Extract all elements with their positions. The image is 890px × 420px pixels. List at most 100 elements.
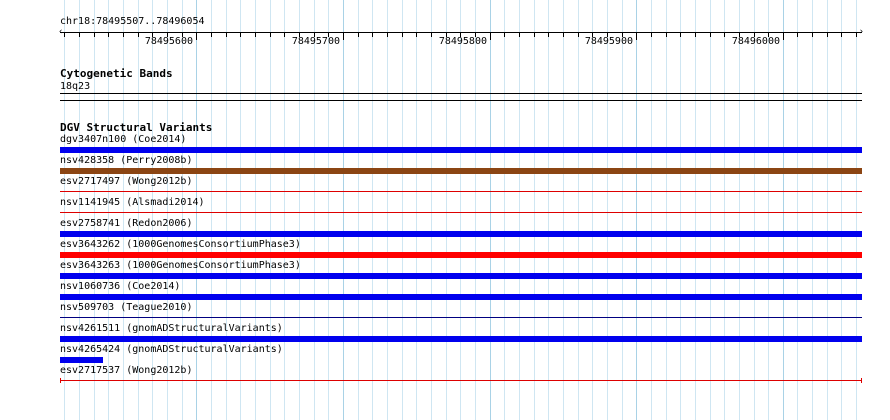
variant-bar [60,168,862,174]
ruler-tick [607,33,608,37]
grid-line [812,0,813,420]
grid-line [196,0,197,420]
grid-line [475,0,476,420]
variant-id: nsv4265424 [60,344,121,355]
grid-line [534,0,535,420]
grid-line [182,0,183,420]
variant-id: esv3643263 [60,260,121,271]
ruler-tick [328,33,329,37]
ruler-tick [182,33,183,37]
variant-label[interactable]: nsv1141945 (Alsmadi2014) [60,197,205,208]
ruler-tick [739,33,740,37]
ruler-tick [812,33,813,37]
variant-label[interactable]: esv2758741 (Redon2006) [60,218,192,229]
ruler-tick [343,33,344,40]
variant-label[interactable]: nsv428358 (Perry2008b) [60,155,192,166]
grid-line [314,0,315,420]
ruler-tick [651,33,652,37]
grid-line [519,0,520,420]
grid-line [343,0,344,420]
ruler-tick [270,33,271,37]
variant-study: (Teague2010) [120,302,193,313]
ruler-tick [636,33,637,40]
variant-id: nsv1060736 [60,281,121,292]
grid-line [680,0,681,420]
variant-id: nsv1141945 [60,197,121,208]
grid-line [64,0,65,420]
ruler-tick [402,33,403,37]
grid-line [123,0,124,420]
variant-label[interactable]: nsv509703 (Teague2010) [60,302,192,313]
grid-line [651,0,652,420]
grid-line [138,0,139,420]
grid-line [578,0,579,420]
variant-study: (gnomADStructuralVariants) [126,344,283,355]
variant-label[interactable]: esv3643263 (1000GenomesConsortiumPhase3) [60,260,301,271]
variant-id: nsv428358 [60,155,115,166]
grid-line [768,0,769,420]
grid-line [108,0,109,420]
ruler-tick [666,33,667,37]
grid-line [211,0,212,420]
variant-bar [60,252,862,258]
variant-id: dgv3407n100 [60,134,127,145]
variant-id: esv2717537 [60,365,121,376]
variant-end-cap [60,378,61,383]
grid-line [299,0,300,420]
ruler-tick [387,33,388,37]
variant-bar [60,273,862,279]
variant-label[interactable]: dgv3407n100 (Coe2014) [60,134,186,145]
grid-line [490,0,491,420]
ruler-right-arrow-icon: › [858,27,864,37]
variant-label[interactable]: esv3643262 (1000GenomesConsortiumPhase3) [60,239,301,250]
grid-line [460,0,461,420]
ruler-tick [622,33,623,37]
variant-label[interactable]: nsv4265424 (gnomADStructuralVariants) [60,344,283,355]
ruler-tick [167,33,168,37]
grid-line [563,0,564,420]
ruler-tick [534,33,535,37]
variant-study: (Coe2014) [126,281,181,292]
ruler-tick [841,33,842,37]
grid-line [387,0,388,420]
ruler[interactable]: ‹ › [58,27,864,40]
ruler-tick [578,33,579,37]
ruler-tick [797,33,798,37]
variant-study: (Redon2006) [126,218,193,229]
variant-label[interactable]: esv2717537 (Wong2012b) [60,365,192,376]
variant-label[interactable]: nsv1060736 (Coe2014) [60,281,180,292]
variant-label[interactable]: nsv4261511 (gnomADStructuralVariants) [60,323,283,334]
ruler-tick [783,33,784,40]
variant-bar [60,357,103,363]
grid-line [79,0,80,420]
grid-line [754,0,755,420]
ruler-tick [64,33,65,37]
ruler-tick [460,33,461,37]
grid-line [592,0,593,420]
variant-bar [60,231,862,237]
variant-label[interactable]: esv2717497 (Wong2012b) [60,176,192,187]
ruler-tick [211,33,212,37]
ruler-tick [123,33,124,37]
variant-bar [60,212,862,213]
ruler-tick [695,33,696,37]
ruler-tick [519,33,520,37]
ruler-tick [856,33,857,37]
variant-end-cap [861,378,862,383]
grid-line [666,0,667,420]
ruler-tick [79,33,80,37]
grid-line [152,0,153,420]
ruler-tick [255,33,256,37]
variant-study: (gnomADStructuralVariants) [126,323,283,334]
grid-line [270,0,271,420]
cytoband-line-top [60,93,862,94]
ruler-tick [446,33,447,37]
variant-bar [60,294,862,300]
grid-line [240,0,241,420]
ruler-tick [563,33,564,37]
variant-study: (1000GenomesConsortiumPhase3) [126,260,301,271]
grid-line [504,0,505,420]
grid-line [695,0,696,420]
grid-line [372,0,373,420]
grid-line [416,0,417,420]
